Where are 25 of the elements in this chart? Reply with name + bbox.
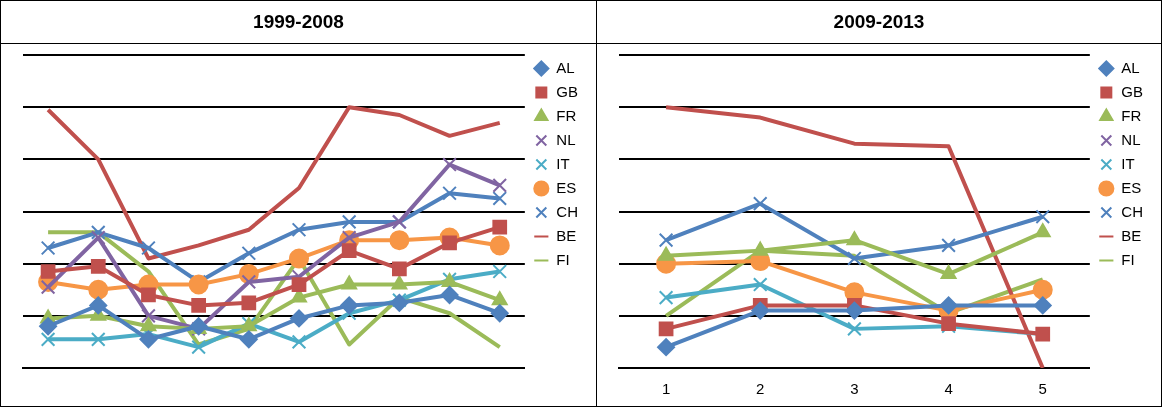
x-tick-label: 2	[756, 380, 765, 398]
legend-label: AL	[1121, 58, 1140, 76]
legend-label: FI	[1121, 250, 1135, 268]
chart-title: 1999-2008	[0, 0, 597, 44]
legend-label: ES	[1121, 178, 1142, 196]
legend-label: FR	[1121, 106, 1142, 124]
legend-label: FI	[556, 250, 570, 268]
legend-label: CH	[1121, 202, 1143, 220]
legend-label: NL	[1121, 130, 1141, 148]
legend-label: AL	[556, 58, 575, 76]
x-tick-label: 4	[944, 380, 953, 398]
legend-label: FR	[556, 106, 577, 124]
legend-label: IT	[556, 154, 570, 172]
legend-label: GB	[1121, 82, 1144, 100]
x-tick-label: 3	[850, 380, 859, 398]
legend-label: BE	[1121, 226, 1142, 244]
legend-label: GB	[556, 82, 579, 100]
legend-label: BE	[556, 226, 577, 244]
legend-label: ES	[556, 178, 577, 196]
x-tick-label: 1	[661, 380, 671, 398]
x-tick-label: 5	[1038, 380, 1047, 398]
legend-label: CH	[556, 202, 578, 220]
legend-label: NL	[556, 130, 576, 148]
chart-title: 2009-2013	[596, 0, 1162, 44]
legend-label: IT	[1121, 154, 1135, 172]
